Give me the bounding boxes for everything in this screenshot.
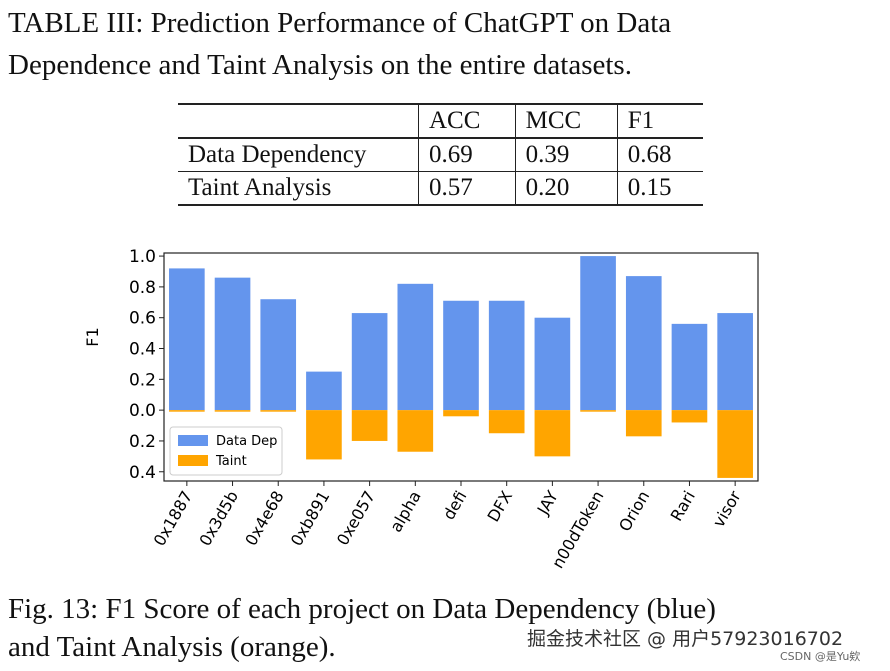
bars-group xyxy=(169,256,753,478)
x-tick-label-alpha: alpha xyxy=(386,488,425,536)
table-cell: 0.57 xyxy=(418,171,516,206)
bar-taint-n00dtoken xyxy=(580,410,616,412)
table-header-f1: F1 xyxy=(616,103,703,139)
table-row: Data Dependency 0.69 0.39 0.68 xyxy=(178,138,703,172)
bar-taint-0xe057 xyxy=(351,410,388,441)
table-caption-line-1: TABLE III: Prediction Performance of Cha… xyxy=(8,7,672,39)
table-caption: TABLE III: Prediction Performance of Cha… xyxy=(8,2,882,86)
legend-swatch-taint xyxy=(178,455,208,466)
results-table: ACC MCC F1 Data Dependency 0.69 0.39 0.6… xyxy=(178,103,703,206)
table-row: Taint Analysis 0.57 0.20 0.15 xyxy=(178,171,703,206)
table-caption-line-2: Dependence and Taint Analysis on the ent… xyxy=(8,49,632,81)
x-tick-label-0x3d5b: 0x3d5b xyxy=(195,488,242,550)
bar-data-dep-0xe057 xyxy=(351,313,388,411)
table-header-mcc: MCC xyxy=(514,103,618,139)
legend-swatch-data-dep xyxy=(178,435,208,446)
x-tick-label-dfx: DFX xyxy=(483,487,516,525)
y-tick-label: 0.0 xyxy=(129,401,156,421)
y-tick-label: 0.6 xyxy=(129,309,156,329)
figure-caption-line-1: Fig. 13: F1 Score of each project on Dat… xyxy=(8,593,716,625)
legend: Data Dep Taint xyxy=(169,426,283,476)
bar-data-dep-0x4e68 xyxy=(260,299,297,411)
bar-taint-dfx xyxy=(488,410,525,434)
bar-data-dep-orion xyxy=(625,276,662,411)
legend-label-taint: Taint xyxy=(215,454,247,469)
y-tick-label: 1.0 xyxy=(129,247,156,267)
f1-bar-chart: 1.0 0.8 0.6 0.4 0.2 0.0 0.2 0.4 0x1887 0x3d5b 0x4… xyxy=(83,247,759,572)
bar-data-dep-jay xyxy=(534,317,571,411)
legend-label-data-dep: Data Dep xyxy=(216,434,277,449)
y-tick-label: 0.4 xyxy=(129,340,156,360)
x-tick-label-defi: defi xyxy=(439,488,470,524)
bar-data-dep-defi xyxy=(443,300,479,411)
bar-data-dep-n00dtoken xyxy=(580,256,616,411)
table-cell-label: Taint Analysis xyxy=(178,171,419,206)
x-tick-label-visor: visor xyxy=(709,487,745,530)
table-header-row: ACC MCC F1 xyxy=(178,103,703,139)
y-tick-label: 0.4 xyxy=(129,463,156,483)
bar-data-dep-alpha xyxy=(397,283,434,411)
watermark-csdn: CSDN @是Yu欸 xyxy=(780,650,861,663)
x-tick-label-0xb891: 0xb891 xyxy=(287,488,334,550)
x-tick-label-0xe057: 0xe057 xyxy=(333,488,379,549)
figure-caption: Fig. 13: F1 Score of each project on Dat… xyxy=(8,590,882,666)
table-cell: 0.69 xyxy=(418,138,516,172)
table-header-cell xyxy=(178,103,419,139)
x-tick-label-rari: Rari xyxy=(667,488,699,525)
bar-taint-visor xyxy=(717,410,753,478)
x-tick-label-jay: JAY xyxy=(533,487,562,518)
x-tick-label-orion: Orion xyxy=(615,488,653,535)
table-cell: 0.68 xyxy=(616,138,703,172)
x-tick-label-0x4e68: 0x4e68 xyxy=(241,488,287,549)
y-tick-label: 0.2 xyxy=(129,370,156,390)
plot-frame xyxy=(163,252,759,482)
bar-taint-defi xyxy=(443,410,479,417)
bar-taint-0x1887 xyxy=(169,410,205,412)
bar-data-dep-visor xyxy=(717,313,753,411)
figure-caption-line-2: and Taint Analysis (orange). xyxy=(8,631,336,663)
bar-taint-rari xyxy=(671,410,708,423)
y-axis: 1.0 0.8 0.6 0.4 0.2 0.0 0.2 0.4 xyxy=(129,247,164,483)
bar-taint-0xb891 xyxy=(306,410,342,460)
bar-taint-0x3d5b xyxy=(214,410,251,412)
table-cell: 0.15 xyxy=(616,171,703,206)
x-axis: 0x1887 0x3d5b 0x4e68 0xb891 0xe057 alpha defi D… xyxy=(150,481,745,572)
bar-data-dep-dfx xyxy=(488,300,525,411)
bar-data-dep-0xb891 xyxy=(306,371,342,411)
y-tick-label: 0.2 xyxy=(129,432,156,452)
table-cell: 0.20 xyxy=(514,171,618,206)
table-cell-label: Data Dependency xyxy=(178,138,419,172)
y-tick-label: 0.8 xyxy=(129,278,156,298)
bar-taint-jay xyxy=(534,410,571,457)
watermark-juejin: 掘金技术社区 @ 用户57923016702 xyxy=(527,624,844,651)
bar-taint-0x4e68 xyxy=(260,410,297,412)
bar-data-dep-0x1887 xyxy=(169,268,205,411)
bar-taint-alpha xyxy=(397,410,434,452)
table-cell: 0.39 xyxy=(514,138,618,172)
x-tick-label-0x1887: 0x1887 xyxy=(150,488,197,550)
bar-taint-orion xyxy=(625,410,662,437)
table-header-acc: ACC xyxy=(418,103,516,139)
y-axis-label: F1 xyxy=(83,327,102,346)
bar-data-dep-rari xyxy=(671,323,708,411)
bar-data-dep-0x3d5b xyxy=(214,277,251,411)
